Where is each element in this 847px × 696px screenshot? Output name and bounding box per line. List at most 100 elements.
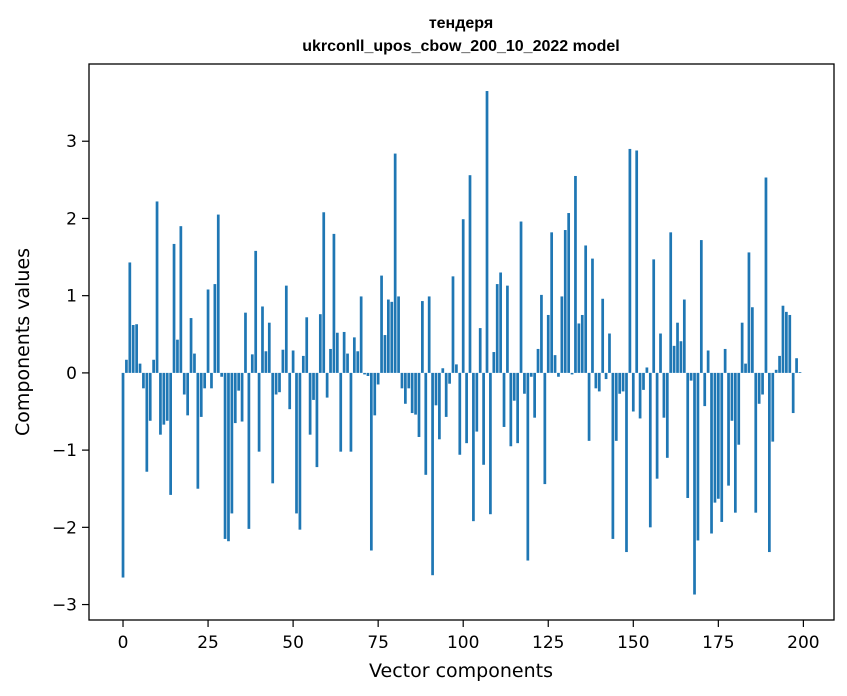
- bar-component-62: [332, 233, 336, 373]
- chart-title-line1: тендеря: [429, 15, 493, 32]
- plot-frame: [88, 63, 835, 621]
- bar-component-135: [580, 314, 584, 373]
- bar-component-110: [495, 284, 499, 373]
- bar-component-111: [499, 272, 502, 373]
- bar-component-42: [264, 351, 268, 373]
- bar-component-64: [339, 372, 343, 452]
- bar-component-124: [543, 372, 547, 485]
- bar-component-83: [404, 372, 407, 404]
- bar-component-81: [397, 296, 400, 373]
- bar-component-0: [121, 372, 125, 578]
- bar-component-69: [356, 351, 360, 373]
- x-tick-label: 0: [118, 633, 129, 653]
- bar-component-169: [696, 372, 700, 541]
- bar-component-30: [223, 372, 227, 539]
- x-tick-label: 175: [702, 633, 734, 653]
- bar-component-112: [502, 372, 506, 427]
- bar-component-66: [346, 353, 349, 373]
- bar-component-24: [203, 372, 207, 389]
- bar-component-116: [516, 372, 519, 444]
- bar-component-154: [645, 367, 649, 373]
- bar-component-40: [257, 372, 261, 452]
- bar-component-74: [373, 372, 377, 416]
- bar-component-174: [713, 372, 717, 503]
- bar-component-68: [352, 337, 356, 373]
- bar-component-175: [716, 372, 720, 499]
- bar-component-136: [584, 245, 588, 373]
- bar-component-25: [206, 289, 210, 373]
- x-tick-label: 75: [367, 633, 389, 653]
- bar-component-133: [574, 175, 577, 373]
- bar-component-140: [597, 372, 601, 392]
- bar-component-28: [216, 214, 220, 373]
- bars-group: [121, 91, 802, 595]
- bar-component-157: [655, 372, 659, 479]
- bar-component-84: [407, 372, 411, 389]
- bar-component-182: [740, 322, 744, 373]
- bar-component-144: [611, 372, 615, 539]
- bar-component-79: [390, 301, 394, 373]
- bar-component-184: [747, 252, 751, 373]
- bar-component-1: [125, 359, 128, 373]
- bar-component-161: [669, 232, 673, 373]
- bar-component-123: [540, 294, 543, 373]
- bar-component-82: [400, 372, 404, 389]
- bar-component-18: [182, 372, 186, 395]
- bar-component-49: [288, 372, 292, 410]
- bar-component-39: [254, 250, 258, 373]
- bar-component-26: [210, 372, 213, 389]
- bar-component-38: [250, 354, 254, 373]
- bar-component-109: [492, 352, 496, 373]
- bar-component-188: [761, 372, 764, 395]
- bar-component-10: [155, 201, 159, 373]
- y-tick-label: 0: [66, 364, 77, 384]
- bar-component-97: [451, 276, 455, 373]
- bar-component-160: [665, 372, 669, 458]
- bar-component-115: [512, 372, 516, 401]
- bar-component-179: [730, 372, 734, 421]
- x-tick-label: 125: [532, 633, 564, 653]
- bar-component-107: [485, 91, 489, 373]
- bar-component-94: [441, 368, 445, 373]
- bar-component-191: [771, 372, 775, 442]
- bar-component-99: [458, 372, 462, 455]
- bar-component-22: [196, 372, 200, 489]
- bar-component-108: [489, 372, 492, 515]
- bar-component-197: [791, 372, 795, 414]
- bar-component-17: [179, 226, 183, 373]
- bar-component-142: [604, 372, 608, 380]
- bar-component-176: [720, 372, 724, 522]
- bar-component-143: [608, 333, 611, 373]
- bar-component-101: [465, 372, 468, 444]
- bar-component-13: [165, 372, 169, 421]
- bar-component-96: [448, 372, 451, 384]
- x-tick-label: 200: [787, 633, 819, 653]
- bar-component-193: [778, 355, 781, 373]
- bar-component-125: [546, 314, 550, 373]
- bar-component-19: [186, 372, 190, 416]
- bar-component-75: [376, 372, 380, 385]
- bar-component-117: [519, 221, 523, 373]
- y-tick-label: 2: [66, 209, 77, 229]
- bar-component-51: [295, 372, 298, 514]
- y-tick-label: −1: [52, 441, 77, 461]
- bar-component-167: [689, 372, 693, 381]
- bar-component-186: [754, 372, 758, 513]
- bar-component-118: [523, 372, 526, 394]
- y-tick-label: 1: [66, 287, 77, 307]
- bar-component-21: [193, 353, 196, 373]
- bar-component-153: [642, 372, 645, 390]
- bar-component-8: [148, 372, 152, 421]
- bar-component-12: [162, 372, 166, 425]
- y-axis-ticks: −3 −2 −1 0 1 2 3: [52, 132, 89, 616]
- bar-component-67: [349, 372, 353, 452]
- bar-component-172: [706, 350, 710, 373]
- bar-component-187: [757, 372, 761, 404]
- bar-component-60: [325, 372, 329, 398]
- bar-component-41: [261, 306, 264, 373]
- bar-component-5: [138, 363, 142, 373]
- bar-component-48: [284, 285, 288, 373]
- bar-component-33: [233, 372, 237, 424]
- bar-component-91: [431, 372, 434, 576]
